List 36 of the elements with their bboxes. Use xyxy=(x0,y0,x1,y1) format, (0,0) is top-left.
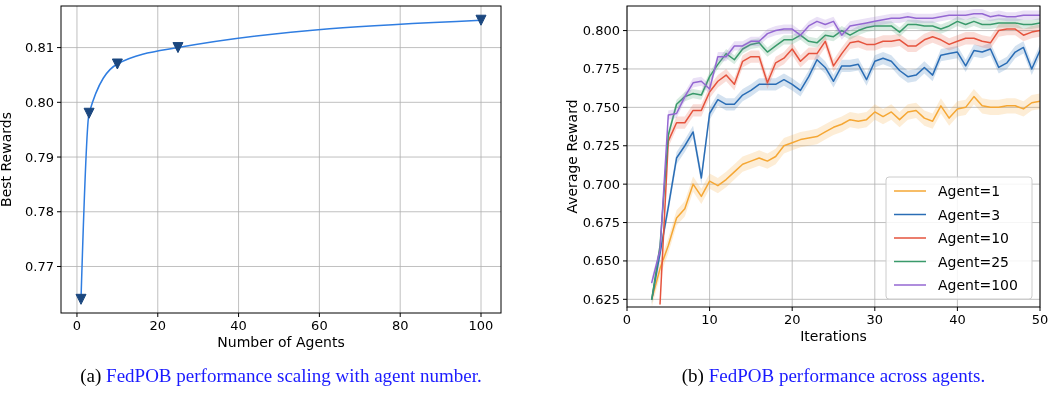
legend-label: Agent=100 xyxy=(938,277,1018,293)
text: (b) FedPOB performance across agents. xyxy=(681,365,986,387)
x-tick-label: 40 xyxy=(949,312,966,327)
legend-label: Agent=25 xyxy=(938,253,1009,270)
y-tick-label: 0.800 xyxy=(582,23,620,39)
y-tick-label: 0.675 xyxy=(582,215,620,231)
y-tick-label: 0.625 xyxy=(582,291,620,307)
x-tick-label: 60 xyxy=(311,318,328,333)
x-tick-label: 80 xyxy=(391,318,409,333)
x-tick-label: 40 xyxy=(230,318,247,333)
y-tick-label: 0.81 xyxy=(25,40,54,56)
legend-label: Agent=3 xyxy=(938,206,1001,223)
x-tick-label: 50 xyxy=(1031,312,1049,327)
x-tick-label: 20 xyxy=(783,312,801,327)
x-tick-label: 20 xyxy=(149,318,167,333)
y-tick-label: 0.77 xyxy=(25,258,54,274)
legend-label: Agent=1 xyxy=(938,183,1001,199)
legend-label: Agent=10 xyxy=(938,230,1009,246)
y-tick-label: 0.79 xyxy=(25,149,54,165)
y-tick-label: 0.750 xyxy=(582,99,620,115)
x-tick-label: 0 xyxy=(72,318,82,333)
x-tick-label: 30 xyxy=(866,312,884,327)
x-axis-title: Number of Agents xyxy=(217,334,345,350)
x-axis-title: Iterations xyxy=(800,328,867,344)
y-tick-label: 0.650 xyxy=(582,253,620,269)
x-tick-label: 100 xyxy=(468,318,494,333)
y-tick-label: 0.725 xyxy=(582,138,620,154)
y-axis-title: Average Reward xyxy=(564,99,580,214)
y-tick-label: 0.80 xyxy=(25,94,54,110)
y-tick-label: 0.775 xyxy=(582,61,620,77)
y-tick-label: 0.78 xyxy=(25,204,54,220)
y-tick-label: 0.700 xyxy=(582,176,620,192)
x-tick-label: 10 xyxy=(701,312,718,327)
y-axis-title: Best Rewards xyxy=(0,112,14,207)
x-tick-label: 0 xyxy=(622,312,632,327)
text: (a) FedPOB performance scaling with agent number. xyxy=(80,365,482,387)
